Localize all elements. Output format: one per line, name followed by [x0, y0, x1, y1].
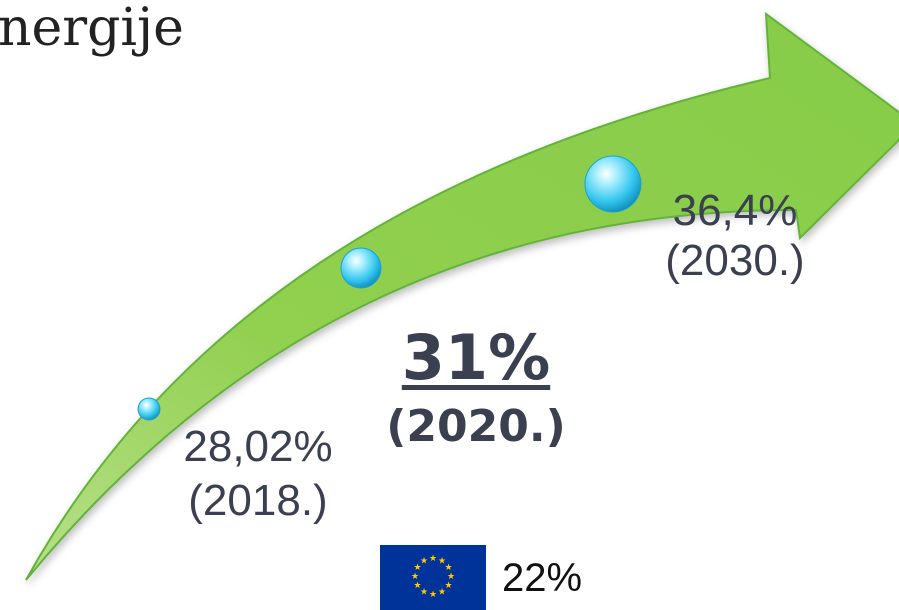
svg-text:★: ★: [444, 563, 452, 573]
milestone-value: 28,02%: [183, 422, 333, 471]
svg-text:★: ★: [420, 588, 428, 598]
svg-text:★: ★: [438, 588, 446, 598]
milestone-value: 31%: [401, 321, 551, 394]
milestone-value: 36,4%: [672, 186, 798, 235]
bubble-marker-2018: [137, 397, 161, 421]
eu-flag-icon: ★ ★ ★ ★ ★ ★ ★ ★ ★ ★ ★ ★: [380, 545, 486, 610]
page-title: nergije: [0, 0, 184, 58]
svg-text:★: ★: [429, 590, 437, 600]
svg-text:★: ★: [413, 581, 421, 591]
svg-text:★: ★: [420, 557, 428, 567]
svg-text:★: ★: [429, 554, 437, 564]
milestone-2020: 31% (2020.): [376, 318, 576, 456]
eu-target-value: 22%: [502, 556, 583, 600]
arrow-shape: [25, 11, 899, 581]
milestone-2030: 36,4% (2030.): [640, 186, 830, 286]
svg-text:★: ★: [413, 563, 421, 573]
svg-text:★: ★: [444, 581, 452, 591]
svg-text:★: ★: [411, 572, 419, 582]
bubble-marker-2030: [584, 155, 642, 213]
milestone-year: (2018.): [188, 476, 328, 525]
bubble-marker-2020: [340, 247, 382, 289]
milestone-year: (2020.): [386, 401, 566, 452]
milestone-year: (2030.): [665, 236, 805, 285]
svg-text:★: ★: [438, 557, 446, 567]
svg-text:★: ★: [447, 572, 455, 582]
milestone-2018: 28,02% (2018.): [166, 420, 350, 528]
